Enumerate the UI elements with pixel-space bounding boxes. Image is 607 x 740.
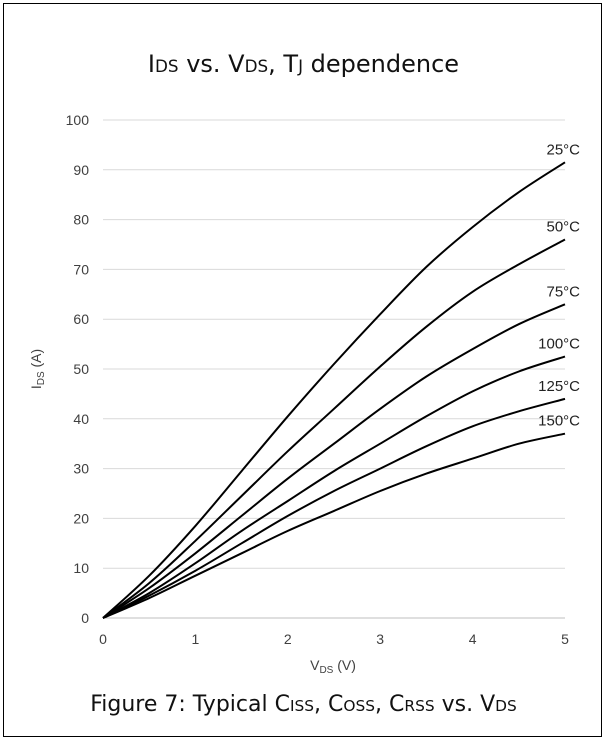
y-tick-label: 30 — [73, 461, 89, 477]
series-label: 50°C — [546, 219, 580, 236]
series-line — [102, 303, 566, 619]
y-tick-label: 60 — [73, 311, 89, 327]
y-tick-label: 90 — [73, 162, 89, 178]
x-axis-label: VDS (V) — [310, 657, 356, 676]
x-tick-label: 4 — [469, 631, 477, 647]
series-line — [102, 355, 566, 619]
y-tick-label: 100 — [66, 112, 90, 128]
series-labels: 25°C 50°C 75°C 100°C 125°C 150°C — [538, 141, 580, 429]
series-line — [102, 238, 566, 619]
y-tick-label: 20 — [73, 510, 89, 526]
figure-frame — [3, 3, 602, 737]
y-tick-label: 0 — [81, 610, 89, 626]
series-label: 75°C — [546, 283, 580, 300]
y-tick-label: 70 — [73, 261, 89, 277]
figure-caption: Figure 7: Typical CISS, COSS, CRSS vs. V… — [90, 692, 517, 717]
x-tick-label: 0 — [99, 631, 107, 647]
x-tick-label: 1 — [192, 631, 200, 647]
chart-plot: 0 1 2 3 4 5 0 10 20 30 40 50 60 70 80 90 100 25°C 50°C 75… — [28, 112, 580, 676]
x-tick-label: 5 — [561, 631, 569, 647]
x-tick-labels: 0 1 2 3 4 5 — [99, 631, 569, 647]
series-line — [102, 432, 566, 619]
y-tick-label: 10 — [73, 560, 89, 576]
series-label: 150°C — [538, 413, 580, 430]
x-tick-label: 2 — [284, 631, 292, 647]
y-tick-labels: 0 10 20 30 40 50 60 70 80 90 100 — [66, 112, 90, 626]
x-tick-label: 3 — [376, 631, 384, 647]
series-lines — [102, 161, 566, 619]
y-tick-label: 40 — [73, 411, 89, 427]
y-tick-label: 80 — [73, 212, 89, 228]
grid-lines — [103, 119, 565, 569]
series-label: 100°C — [538, 336, 580, 353]
series-line — [102, 161, 566, 619]
series-label: 25°C — [546, 141, 580, 158]
y-axis-label: IDS (A) — [28, 349, 47, 389]
chart-title: IDS vs. VDS, TJ dependence — [147, 50, 460, 78]
series-line — [102, 397, 566, 619]
series-label: 125°C — [538, 378, 580, 395]
y-tick-label: 50 — [73, 361, 89, 377]
